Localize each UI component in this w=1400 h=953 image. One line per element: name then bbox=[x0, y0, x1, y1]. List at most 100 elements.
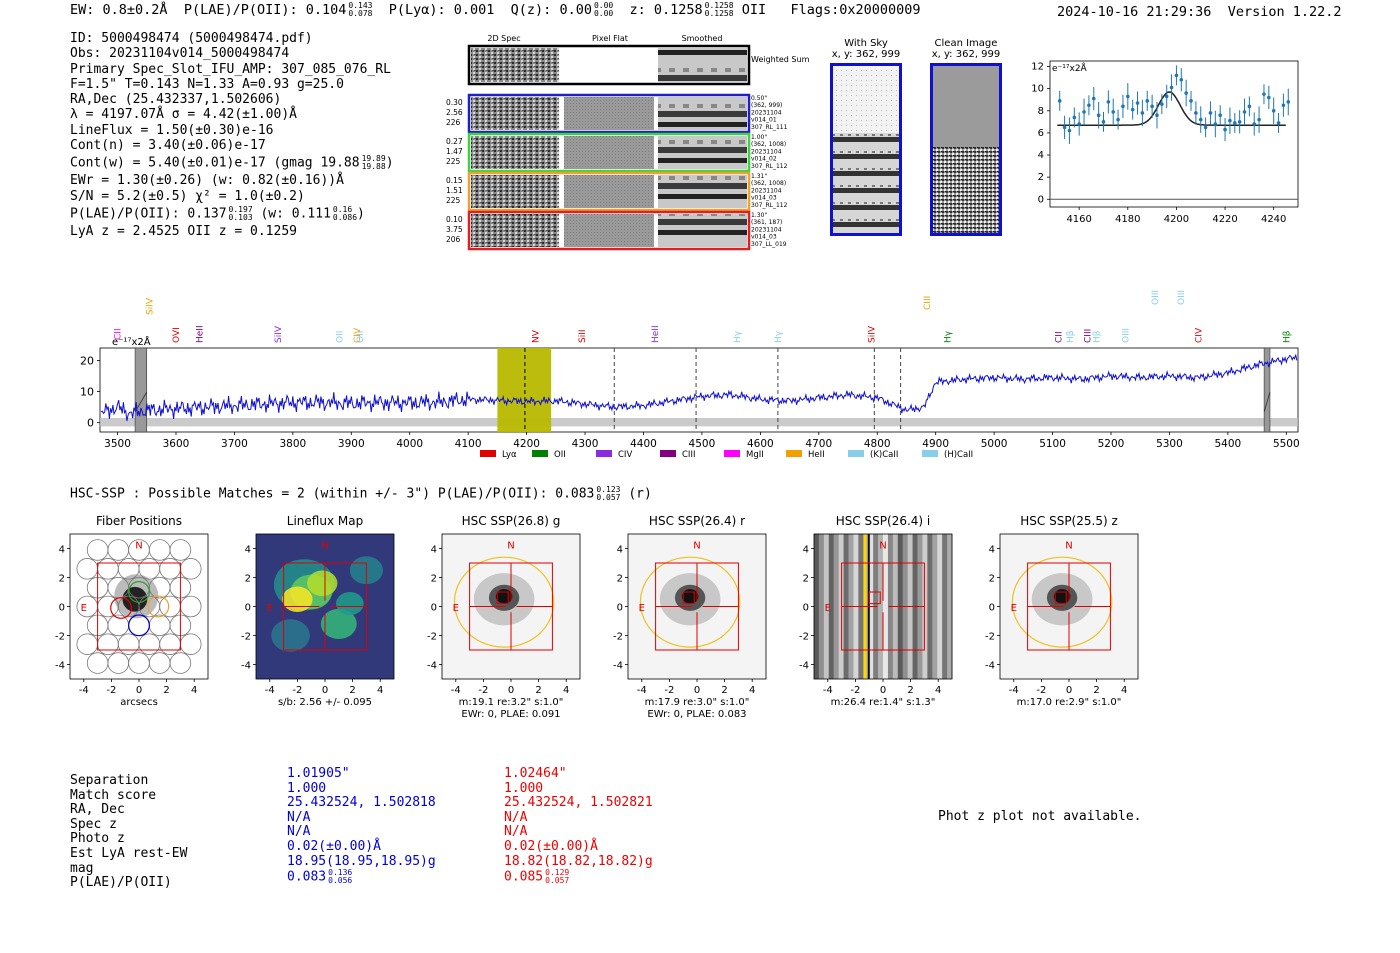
spectrum-gray-band-hatch bbox=[1263, 391, 1271, 413]
zoom-data-point bbox=[1082, 110, 1086, 114]
match-label-radec: RA, Dec bbox=[70, 802, 125, 818]
hsc-red-box bbox=[97, 562, 181, 651]
hsc-north-label: N bbox=[321, 541, 328, 552]
hsc-caption: m:26.4 re:1.4" s:1.3" bbox=[831, 697, 936, 708]
col-label-2dspec: 2D Spec bbox=[487, 34, 520, 43]
hsc-aperture-ellipse bbox=[453, 556, 555, 648]
hsc-stripe bbox=[818, 534, 825, 679]
cutout-2dspec bbox=[471, 175, 559, 208]
hsc-ytick-label: 2 bbox=[989, 574, 995, 585]
qz-value: Q(z): 0.00 bbox=[510, 2, 592, 18]
hsc-xtick-label: -4 bbox=[637, 685, 647, 696]
hsc-xtick-label: 2 bbox=[721, 685, 727, 696]
hsc-xtick-label: -4 bbox=[823, 685, 833, 696]
zoom-data-point bbox=[1164, 94, 1169, 99]
detection-info: ID: 5000498474 (5000498474.pdf) Obs: 202… bbox=[70, 31, 394, 239]
zoom-data-point bbox=[1271, 108, 1276, 113]
spectrum-xtick-label: 4500 bbox=[689, 438, 716, 450]
spectrum-xtick-label: 4100 bbox=[455, 438, 482, 450]
zoom-data-point bbox=[1223, 127, 1227, 132]
spectrum-xtick-label: 4700 bbox=[805, 438, 832, 450]
cutout-right-value: (362, 1008) bbox=[751, 180, 786, 187]
hsc-panel-1: Lineflux Map N E -4 -4 -2 -2 0 0 2 2 4 4 s/b: 2.56 +/… bbox=[241, 514, 395, 708]
zoom-xtick-label: 4200 bbox=[1164, 214, 1189, 225]
timestamp: 2024-10-16 21:29:36 bbox=[1057, 4, 1212, 20]
spectrum-legend-swatch bbox=[596, 450, 612, 457]
z-range: 0.1258 0.1258 bbox=[704, 1, 734, 18]
cutout-left-value: 0.30 bbox=[446, 98, 463, 107]
cutout-left-value: 0.15 bbox=[446, 176, 463, 185]
zoom-xtick-label: 4180 bbox=[1115, 214, 1140, 225]
hsc-xtick-label: 4 bbox=[1121, 685, 1127, 696]
zoom-data-point bbox=[1126, 94, 1130, 99]
hsc-north-label: N bbox=[507, 541, 514, 552]
hsc-flux-blob bbox=[307, 570, 338, 597]
hsc-east-label: E bbox=[267, 603, 273, 614]
spectrum-ytick-label: 20 bbox=[80, 354, 94, 367]
hsc-ytick-label: 4 bbox=[617, 545, 623, 556]
hsc-flux-blob bbox=[271, 619, 310, 652]
zoom-ytick-label: 4 bbox=[1038, 150, 1044, 161]
spectrum-line-label: OII bbox=[356, 331, 366, 343]
hsc-ytick-label: 2 bbox=[803, 574, 809, 585]
spectrum-legend-label: MgII bbox=[746, 450, 764, 460]
cutout-left-value: 225 bbox=[446, 196, 461, 205]
hsc-ytick-label: 4 bbox=[803, 545, 809, 556]
cutout-right-value: 20231104 bbox=[751, 187, 782, 194]
hsc-ytick-label: 4 bbox=[431, 545, 437, 556]
hsc-xtick-label: 2 bbox=[907, 685, 913, 696]
hsc-galaxy-core bbox=[495, 589, 513, 604]
cutout-right-value: 20231104 bbox=[751, 226, 782, 233]
hsc-stripe bbox=[883, 534, 889, 679]
hsc-ytick-label: -2 bbox=[55, 632, 65, 643]
hsc-ytick-label: -2 bbox=[427, 632, 437, 643]
hsc-xtick-label: 0 bbox=[1066, 685, 1072, 696]
hsc-small-box bbox=[868, 591, 881, 605]
spectrum-xtick-label: 5100 bbox=[1039, 438, 1066, 450]
cutout-left-value: 206 bbox=[446, 235, 461, 244]
spectrum-line-label: OIII bbox=[1122, 328, 1132, 343]
hsc-xtick-label: -2 bbox=[292, 685, 302, 696]
hsc-fiber-circle bbox=[169, 539, 192, 561]
cutout-smoothed bbox=[658, 136, 747, 169]
match-label-photoz: Photo z bbox=[70, 831, 125, 847]
cutout-pixelflat bbox=[564, 214, 654, 247]
zoom-data-point bbox=[1057, 99, 1062, 103]
cutout-right-value: v014_02 bbox=[751, 156, 777, 163]
hsc-fiber-blue bbox=[128, 614, 150, 637]
spectrum-line-label: Hβ bbox=[1066, 330, 1076, 343]
zoom-unit-label: e⁻¹⁷x2Å bbox=[1052, 62, 1088, 74]
spectrum-line-label: Hγ bbox=[774, 330, 784, 343]
hsc-ytick-label: -4 bbox=[241, 661, 251, 672]
spectrum-xtick-label: 3500 bbox=[104, 438, 131, 450]
hsc-ytick-label: -2 bbox=[799, 632, 809, 643]
hsc-fiber-circle bbox=[169, 652, 192, 674]
cutout-right-value: 307_RL_112 bbox=[751, 202, 788, 209]
hsc-small-box bbox=[682, 591, 695, 605]
spectrum-line-label: OIII bbox=[1151, 290, 1161, 305]
spectrum-legend-swatch bbox=[532, 450, 548, 457]
hsc-caption: arcsecs bbox=[120, 697, 158, 708]
zoom-ytick-label: 12 bbox=[1031, 62, 1044, 73]
info-params: F=1.5" T=0.143 N=1.33 A=0.93 g=25.0 bbox=[70, 76, 344, 92]
hsc-aperture-ellipse bbox=[1011, 556, 1113, 648]
z-value: z: 0.1258 bbox=[629, 2, 703, 18]
hsc-stripe bbox=[833, 534, 840, 679]
hsc-north-label: N bbox=[1065, 541, 1072, 552]
cutout-right-value: v014_01 bbox=[751, 117, 777, 124]
zoom-line-plot: e⁻¹⁷x2Å 0 2 4 6 8 10 12 4160 4180 4200 4220 4240 bbox=[1031, 60, 1299, 225]
cutout-grid: 2D Spec Pixel Flat Smoothed Weighted Sum… bbox=[446, 34, 810, 251]
zoom-data-point bbox=[1140, 111, 1145, 115]
hsc-xtick-label: 0 bbox=[322, 685, 328, 696]
zoom-ytick-label: 6 bbox=[1038, 128, 1044, 139]
hsc-xtick-label: -2 bbox=[106, 685, 116, 696]
hsc-ytick-label: 0 bbox=[989, 603, 995, 614]
cutout-right-value: 1.31" bbox=[751, 173, 767, 180]
zoom-data-point bbox=[1067, 128, 1072, 133]
hsc-xtick-label: 0 bbox=[880, 685, 886, 696]
spectrum-line-label: CIII bbox=[923, 296, 933, 310]
spectrum-line-label: CII bbox=[1054, 331, 1064, 343]
col-label-smoothed: Smoothed bbox=[682, 34, 723, 43]
full-spectrum-plot: e⁻¹⁷x2Å 0 10 20 3500 3600 3700 3800 3900 4000 4100… bbox=[80, 290, 1300, 460]
